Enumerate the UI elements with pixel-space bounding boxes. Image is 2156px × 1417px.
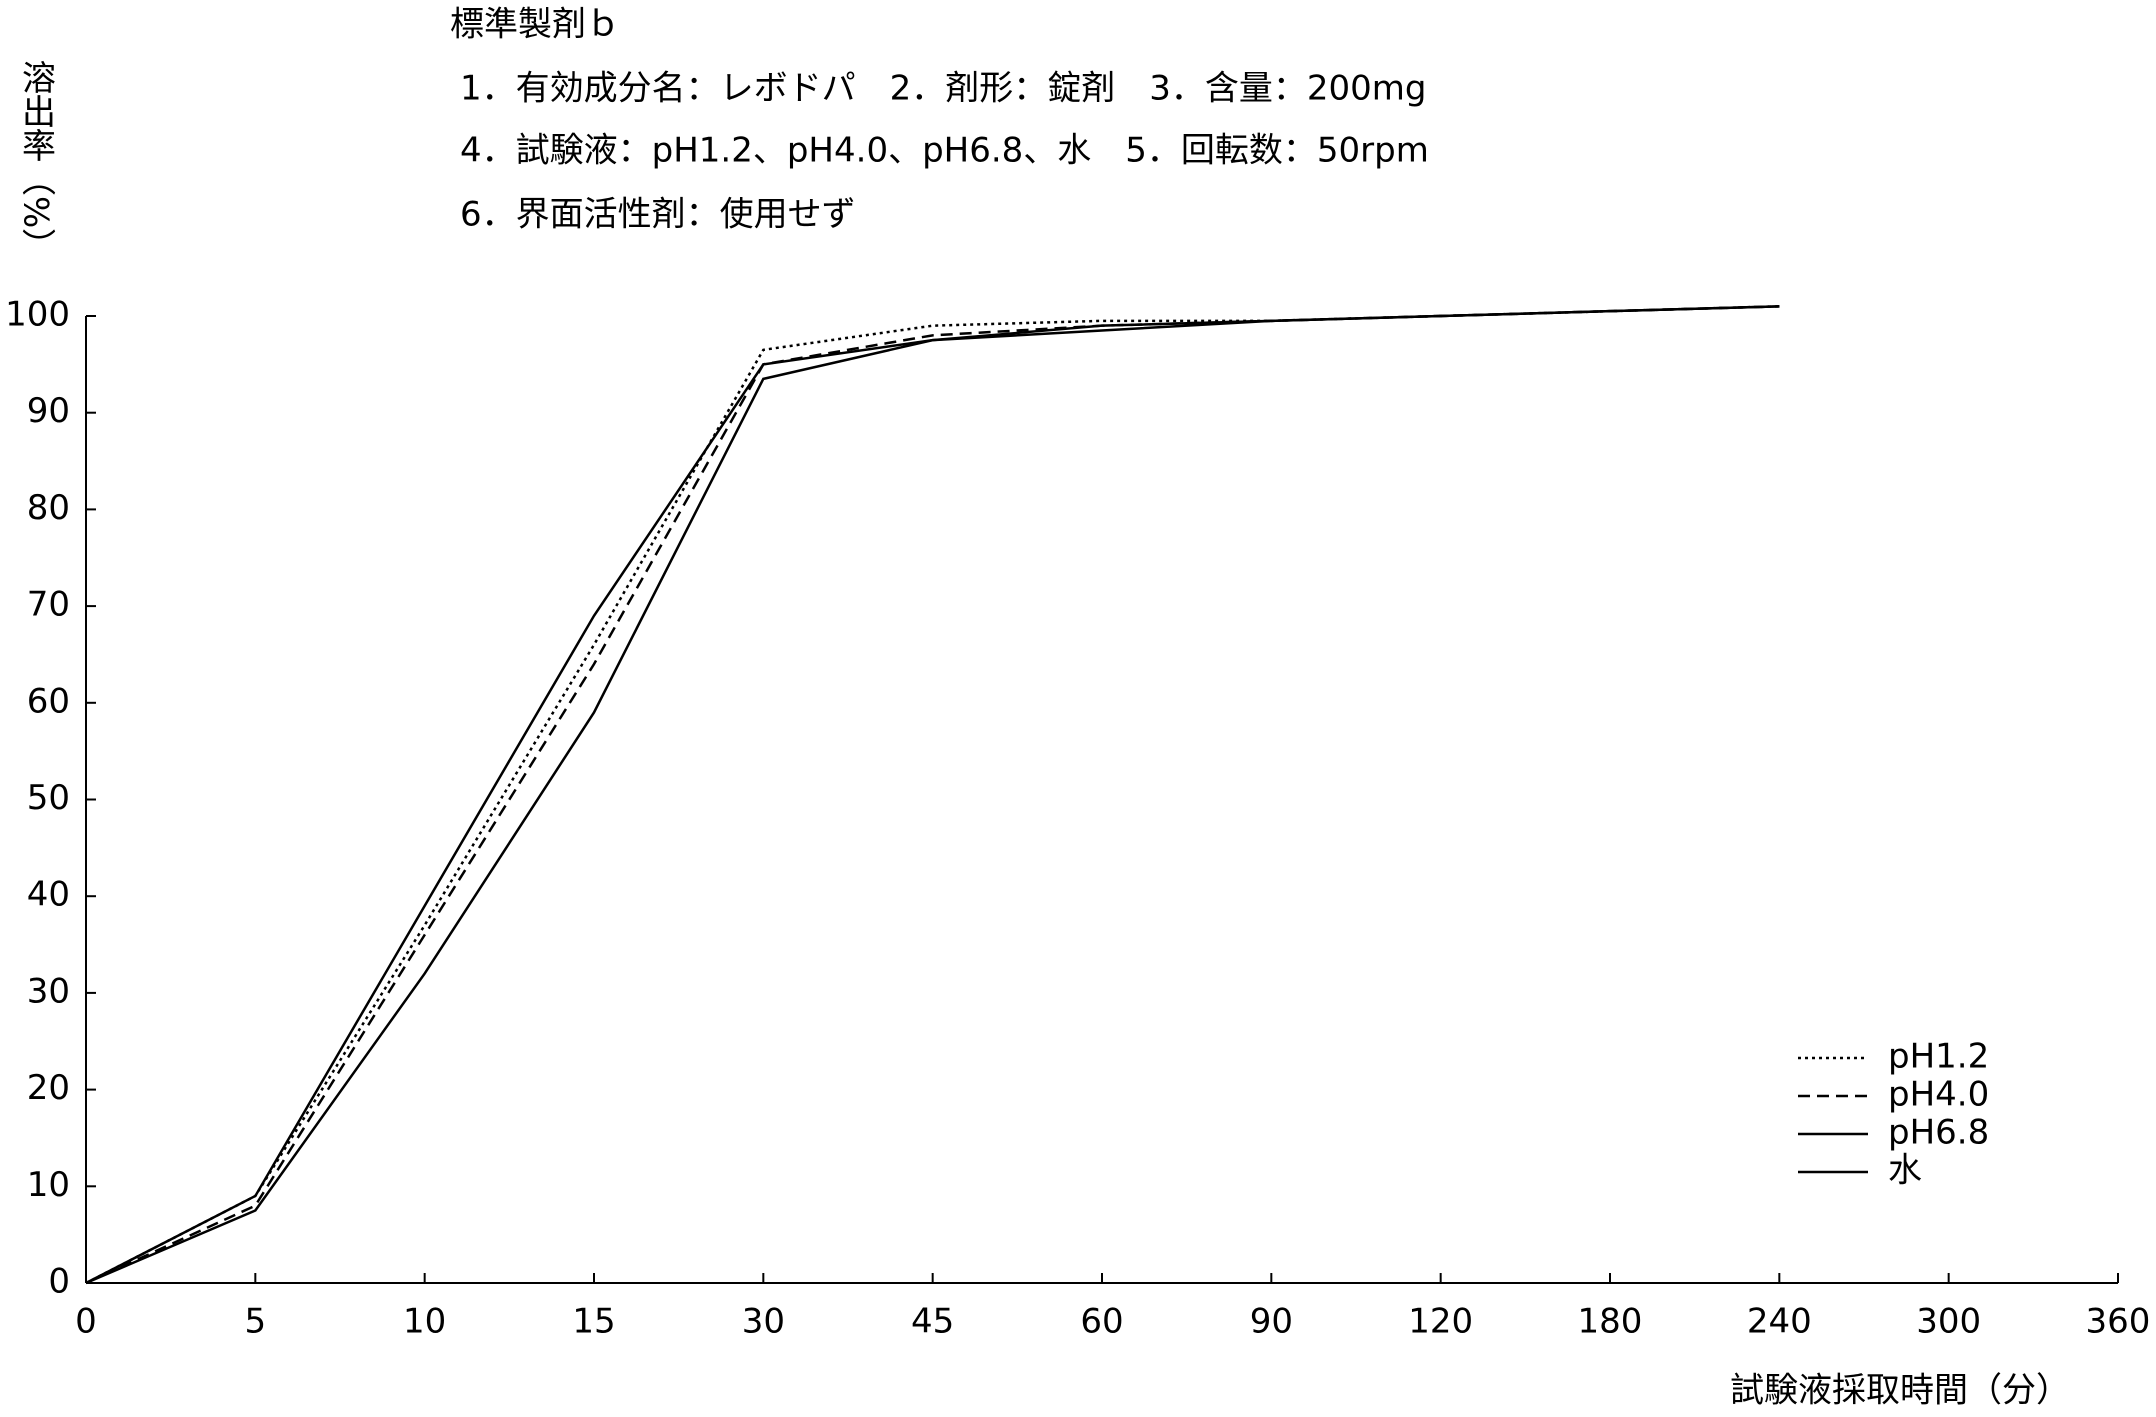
x-tick-label: 300	[1916, 1302, 1981, 1342]
x-tick-label: 360	[2086, 1302, 2151, 1342]
x-tick-label: 240	[1747, 1302, 1812, 1342]
chart-title: 標準製剤ｂ	[450, 5, 620, 45]
x-axis-label: 試験液採取時間（分）	[1730, 1371, 2070, 1411]
legend-label: 水	[1888, 1151, 1922, 1191]
y-tick-label: 40	[27, 875, 70, 915]
x-tick-label: 30	[742, 1302, 785, 1342]
x-tick-label: 0	[75, 1302, 97, 1342]
y-tick-label: 10	[27, 1165, 70, 1205]
y-tick-label: 0	[48, 1262, 70, 1302]
series-line	[85, 305, 1780, 1285]
annotation: 1．有効成分名：レボドパ 2．剤形：錠剤 3．含量：200mg	[460, 69, 1427, 109]
y-tick-label: 70	[27, 585, 70, 625]
x-tick-label: 60	[1080, 1302, 1123, 1342]
x-tick-label: 15	[572, 1302, 615, 1342]
annotation: 4．試験液：pH1.2、pH4.0、pH6.8、水 5．回転数：50rpm	[460, 131, 1429, 171]
y-tick-label: 50	[27, 778, 70, 818]
x-tick-label: 10	[403, 1302, 446, 1342]
legend-label: pH4.0	[1888, 1075, 1989, 1115]
x-tick-label: 180	[1578, 1302, 1643, 1342]
y-tick-label: 90	[27, 391, 70, 431]
y-tick-label: 100	[5, 295, 70, 335]
x-tick-label: 120	[1408, 1302, 1473, 1342]
series-line	[85, 305, 1780, 1285]
legend-label: pH6.8	[1888, 1113, 1989, 1153]
y-tick-label: 80	[27, 488, 70, 528]
y-tick-label: 20	[27, 1068, 70, 1108]
series-line	[85, 305, 1780, 1285]
legend-label: pH1.2	[1888, 1037, 1989, 1077]
y-tick-label: 30	[27, 971, 70, 1011]
x-tick-label: 90	[1250, 1302, 1293, 1342]
series-line	[85, 305, 1780, 1285]
y-tick-label: 60	[27, 681, 70, 721]
y-axis-label: 溶出率（%）	[16, 60, 56, 262]
annotation: 6．界面活性剤：使用せず	[460, 195, 856, 235]
x-tick-label: 45	[911, 1302, 954, 1342]
x-tick-label: 5	[245, 1302, 267, 1342]
